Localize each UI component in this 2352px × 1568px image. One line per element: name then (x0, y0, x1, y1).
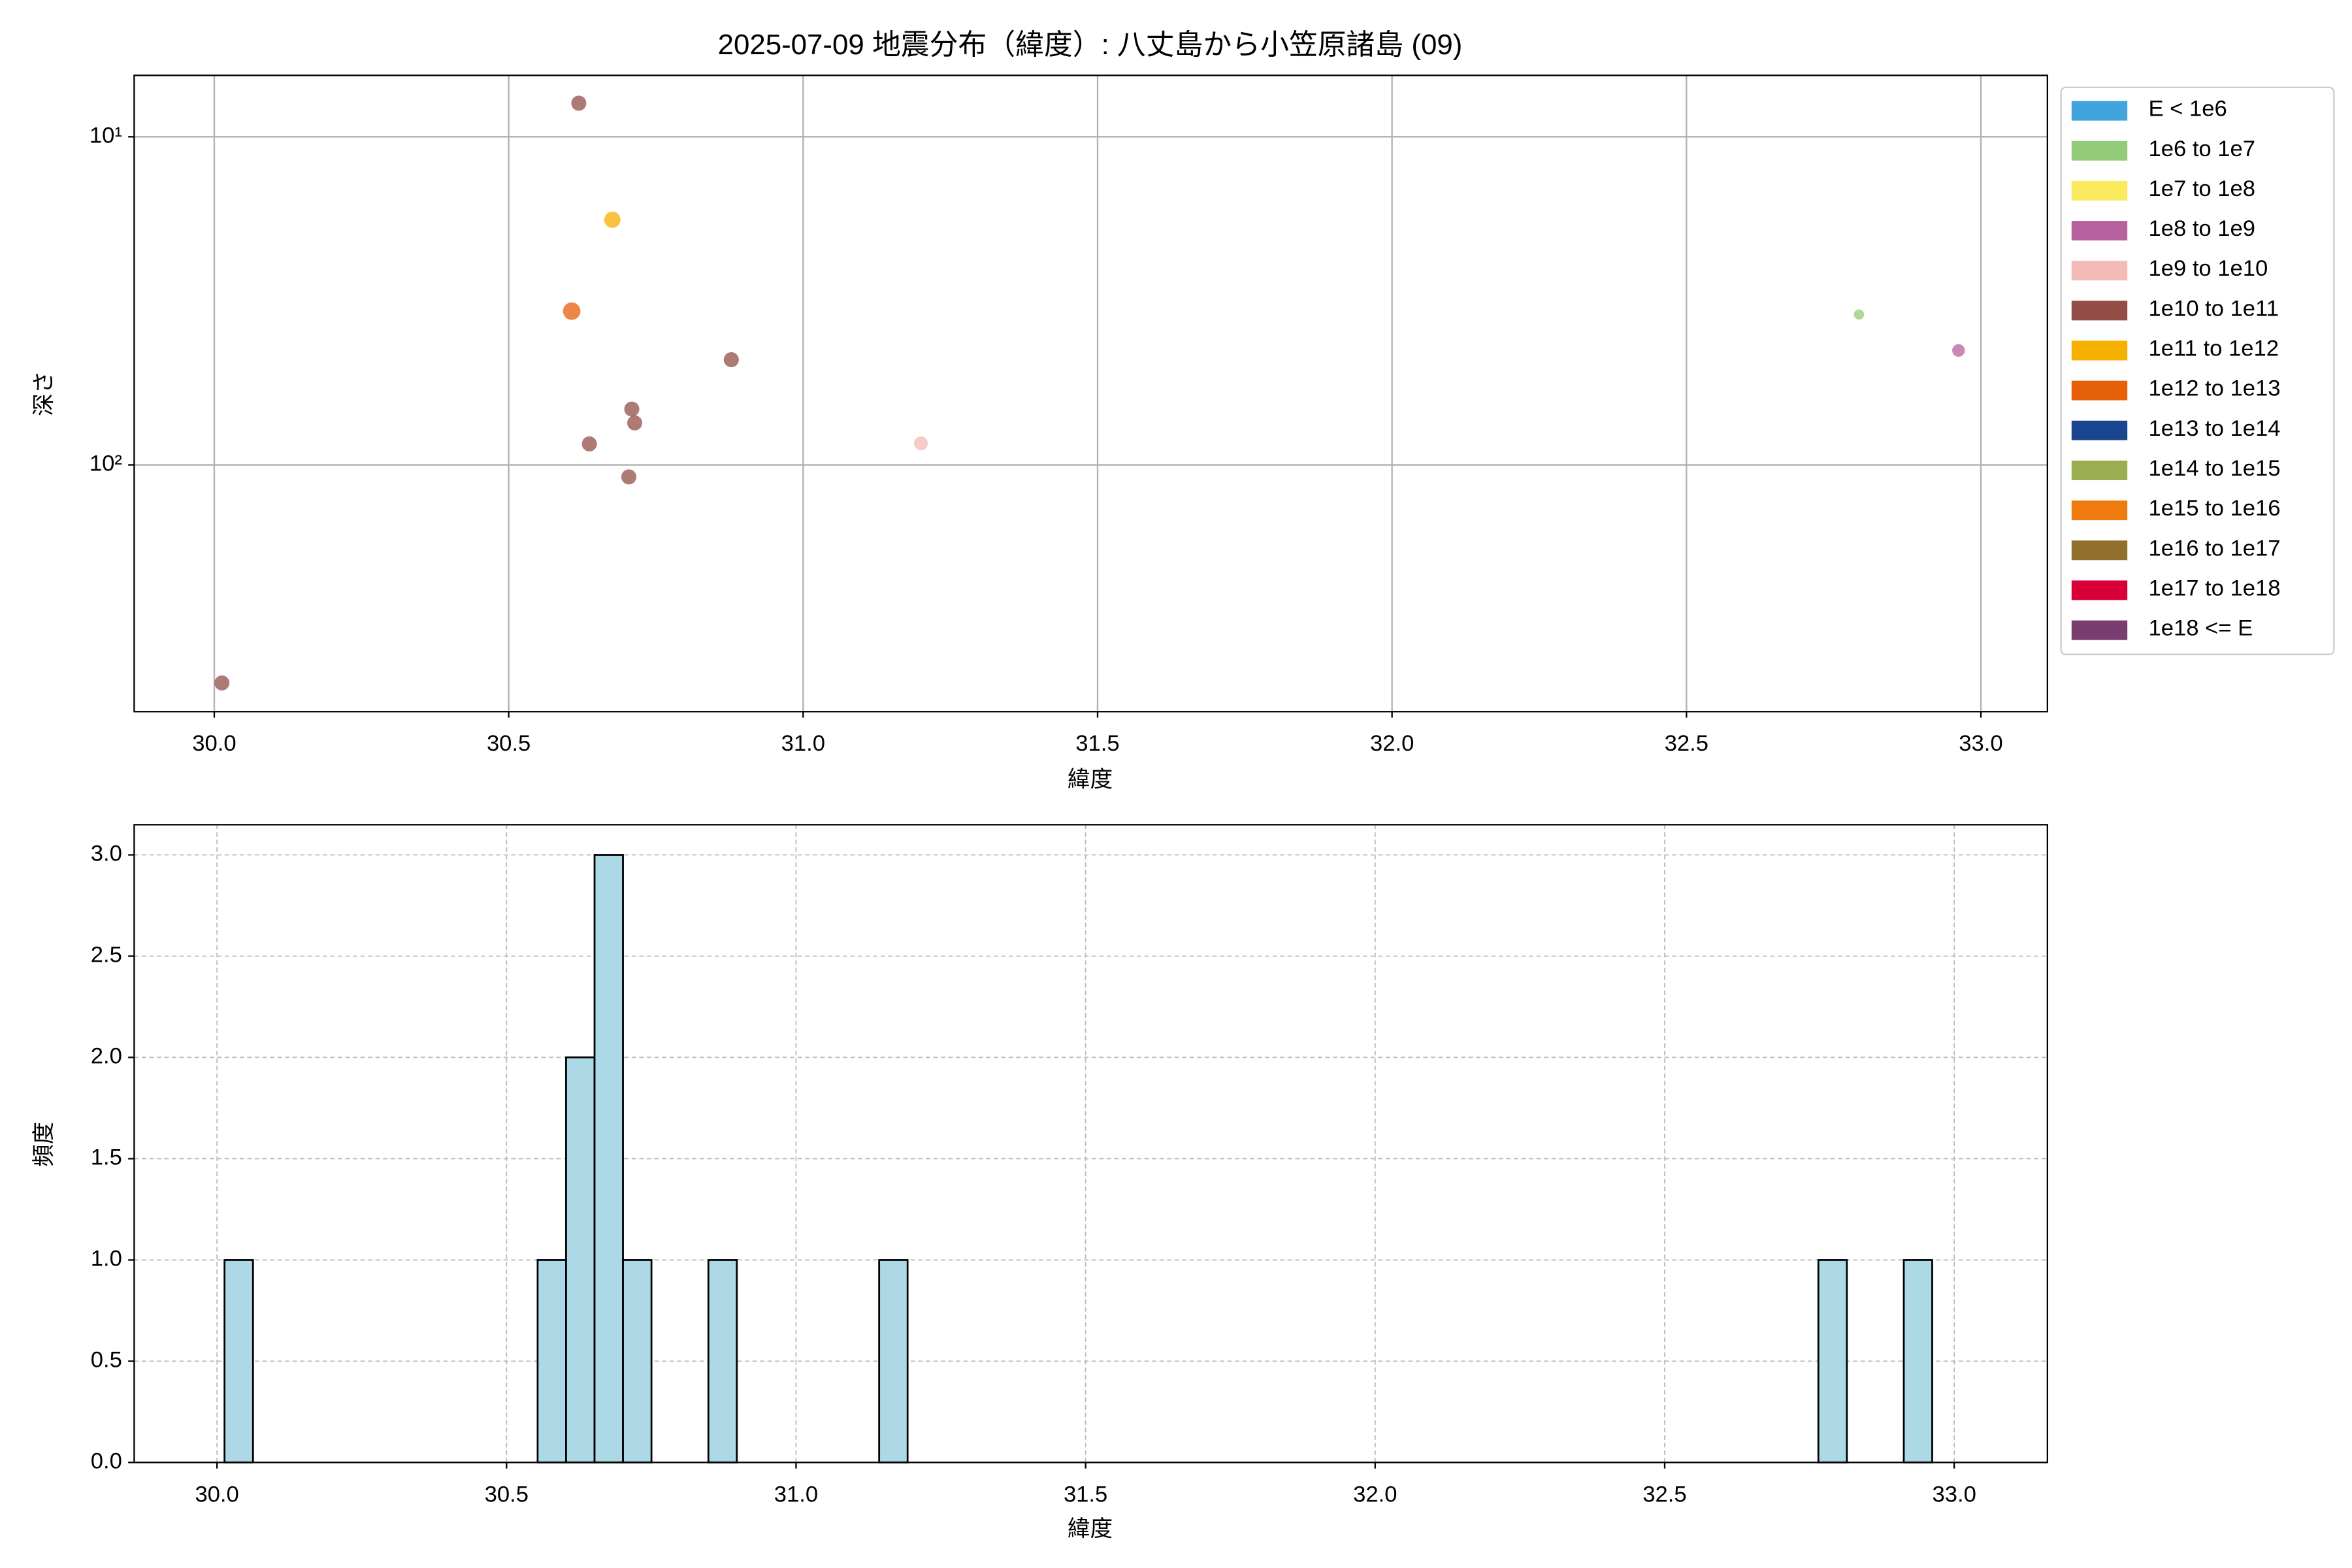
legend-swatch (2071, 380, 2128, 400)
point (604, 211, 621, 228)
legend-box (2060, 86, 2335, 655)
bar (223, 1259, 254, 1463)
x-tick-label: 31.5 (1075, 731, 1119, 756)
point (1854, 309, 1865, 320)
point (627, 415, 643, 431)
x-tick-label: 32.0 (1353, 1482, 1397, 1507)
x-axis-label: 緯度 (1068, 768, 1113, 792)
point (913, 436, 928, 451)
x-tick-label: 32.5 (1642, 1482, 1686, 1507)
x-tick-label: 31.0 (774, 1482, 818, 1507)
legend-swatch (2071, 580, 2128, 600)
y-tick-label: 2.0 (91, 1044, 122, 1069)
y-tick-label: 3.0 (91, 841, 122, 866)
bar (593, 854, 624, 1463)
y-tick-label: 1.0 (91, 1247, 122, 1271)
x-axis-label: 緯度 (1068, 1516, 1113, 1541)
legend-swatch (2071, 461, 2128, 480)
legend-swatch (2071, 620, 2128, 640)
bar (878, 1259, 909, 1463)
y-tick-label: 0.0 (91, 1449, 122, 1474)
legend-swatch (2071, 140, 2128, 161)
x-tick-label: 32.5 (1665, 731, 1708, 756)
y-tick-label: 10¹ (90, 123, 122, 148)
x-tick-label: 30.0 (195, 1482, 238, 1507)
point (571, 95, 587, 111)
legend-swatch (2071, 500, 2128, 521)
legend-swatch (2071, 340, 2128, 361)
legend-label: 1e16 to 1e17 (2148, 536, 2280, 561)
bar (707, 1259, 738, 1463)
point (581, 436, 597, 451)
x-tick-label: 33.0 (1932, 1482, 1976, 1507)
legend-swatch (2071, 101, 2128, 121)
legend-label: 1e11 to 1e12 (2148, 336, 2279, 361)
y-tick-label: 0.5 (91, 1348, 122, 1373)
bar (565, 1056, 596, 1463)
legend-label: 1e13 to 1e14 (2148, 416, 2280, 441)
chart-title: 2025-07-09 地震分布（緯度）: 八丈島から小笠原諸島 (09) (718, 29, 1463, 61)
x-tick-label: 30.5 (485, 1482, 529, 1507)
legend-label: 1e17 to 1e18 (2148, 576, 2280, 600)
y-tick-label: 2.5 (91, 943, 122, 968)
legend-swatch (2071, 221, 2128, 241)
legend-label: 1e9 to 1e10 (2148, 256, 2268, 281)
point (1952, 344, 1965, 357)
x-tick-label: 30.0 (192, 731, 236, 756)
point (563, 302, 581, 320)
legend-label: 1e12 to 1e13 (2148, 376, 2280, 401)
point (214, 675, 230, 691)
legend-swatch (2071, 420, 2128, 440)
x-tick-label: 31.0 (781, 731, 825, 756)
legend-label: 1e14 to 1e15 (2148, 456, 2280, 481)
x-tick-label: 31.5 (1064, 1482, 1107, 1507)
bar (1903, 1259, 1933, 1463)
point (624, 401, 640, 417)
legend-swatch (2071, 261, 2128, 281)
y-tick-label: 10² (90, 451, 122, 476)
plot-frame (133, 74, 2048, 713)
legend-swatch (2071, 540, 2128, 561)
bar (1817, 1259, 1848, 1463)
x-tick-label: 30.5 (487, 731, 531, 756)
legend-label: 1e6 to 1e7 (2148, 137, 2255, 161)
legend-swatch (2071, 301, 2128, 321)
y-axis-label: 深さ (31, 371, 56, 416)
x-tick-label: 32.0 (1370, 731, 1414, 756)
legend-label: 1e10 to 1e11 (2148, 296, 2279, 321)
legend-label: 1e15 to 1e16 (2148, 496, 2280, 521)
legend-label: 1e8 to 1e9 (2148, 216, 2255, 241)
x-tick-label: 33.0 (1959, 731, 2002, 756)
y-tick-label: 1.5 (91, 1145, 122, 1170)
point (723, 352, 739, 368)
point (621, 469, 637, 485)
legend-swatch (2071, 180, 2128, 201)
legend-label: 1e7 to 1e8 (2148, 176, 2255, 201)
y-axis-label: 頻度 (31, 1122, 56, 1167)
legend-label: E < 1e6 (2148, 97, 2227, 122)
plot-frame (133, 824, 2048, 1463)
bar (622, 1259, 653, 1463)
bar (536, 1259, 567, 1463)
legend-label: 1e18 <= E (2148, 616, 2253, 641)
